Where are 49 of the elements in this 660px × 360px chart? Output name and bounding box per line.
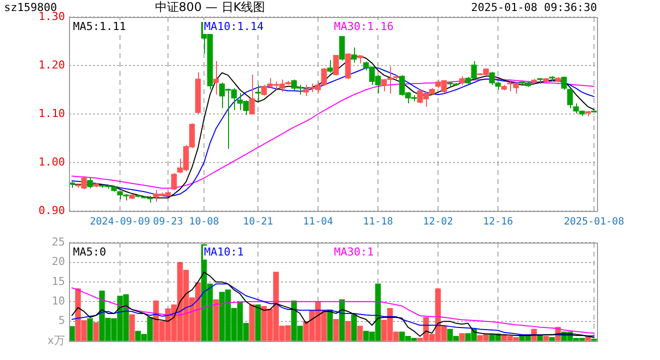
bar (333, 319, 339, 341)
bar (459, 333, 465, 341)
bar (129, 314, 135, 341)
text: 2025-01-08 09:36:30 (471, 0, 597, 14)
bar (69, 326, 75, 341)
x-tick-label: 11-18 (362, 216, 394, 228)
bar (351, 314, 357, 341)
y-tick-label: x万 (47, 334, 65, 347)
x-tick-label: 2025-01-08 (564, 216, 624, 228)
bar (87, 318, 93, 341)
bar (255, 304, 261, 341)
text: MA10:1.14 (204, 20, 264, 33)
bar (327, 310, 333, 341)
text: MA5:0 (73, 245, 106, 258)
candlestick (531, 78, 537, 84)
y-tick-label: 0.90 (38, 204, 65, 217)
y-tick-label: 10 (52, 294, 65, 308)
y-tick-label: 1.10 (38, 106, 65, 120)
text: MA10:1 (204, 245, 244, 258)
x-tick-label: 12-02 (422, 216, 454, 228)
bar (357, 326, 363, 341)
y-tick-label: 1.00 (38, 155, 65, 168)
bar (345, 320, 351, 341)
chart-title: 中证800 — 日K线图 (154, 0, 266, 14)
bar (537, 335, 543, 341)
candlestick (585, 110, 591, 117)
text: MA30:1.16 (334, 20, 394, 33)
x-tick-label: 10-08 (188, 216, 220, 228)
candlestick (537, 78, 543, 84)
candlestick (591, 110, 597, 114)
x-tick-label: 2024-09-09 (90, 216, 150, 228)
bar (93, 322, 99, 341)
y-tick-label: 20 (52, 255, 65, 268)
y-tick-label: 25 (52, 235, 65, 248)
y-tick-label: 15 (52, 274, 65, 288)
bar (213, 299, 219, 341)
text: MA30:1 (334, 245, 374, 258)
bar (249, 304, 255, 341)
x-tick-label: 12-16 (482, 216, 514, 228)
bar (549, 337, 555, 341)
y-tick-label: 1.20 (38, 58, 65, 72)
candlestick (249, 74, 255, 114)
x-tick-label: 10-21 (242, 216, 274, 228)
x-tick-label: 11-04 (302, 216, 334, 228)
text: MA5:1.11 (73, 20, 126, 33)
x-tick-label: 09-23 (152, 216, 184, 228)
bar (339, 299, 345, 341)
bar (543, 336, 549, 341)
y-tick-label: 5 (58, 314, 65, 328)
